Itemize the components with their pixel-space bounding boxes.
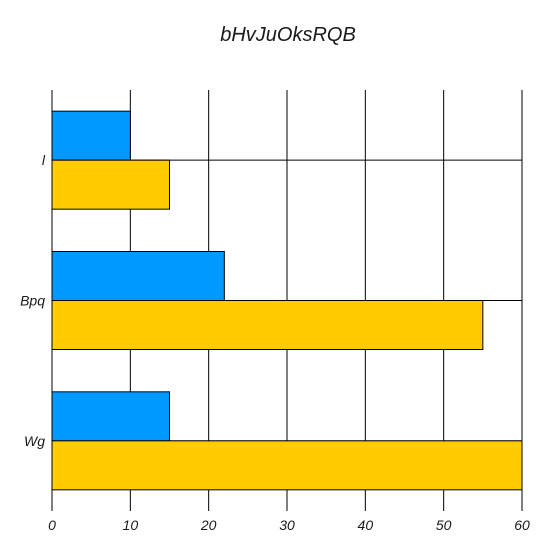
bar-l-series-1 [51,110,131,161]
y-tick-label: Bpq [20,293,45,309]
x-tick-label: 60 [514,517,530,533]
x-tick-labels: 0 10 20 30 40 50 60 [48,517,530,533]
x-tick-label: 20 [200,517,217,533]
bars [51,110,523,491]
y-tick-label: l [42,152,46,168]
x-tick-label: 40 [358,517,374,533]
y-tick-label: Wg [24,433,45,449]
x-tick-label: 10 [123,517,139,533]
bar-Wg-series-1 [51,391,170,442]
bar-Bpq-series-1 [51,251,225,301]
x-tick-label: 50 [436,517,452,533]
x-tick-label: 30 [279,517,295,533]
bar-Wg-series-2 [51,440,523,491]
bar-Bpq-series-2 [51,300,484,350]
y-tick-labels: l Bpq Wg [20,152,46,449]
chart-title: bHvJuOksRQB [220,24,356,46]
x-tick-label: 0 [48,517,56,533]
bar-l-series-2 [51,159,170,210]
